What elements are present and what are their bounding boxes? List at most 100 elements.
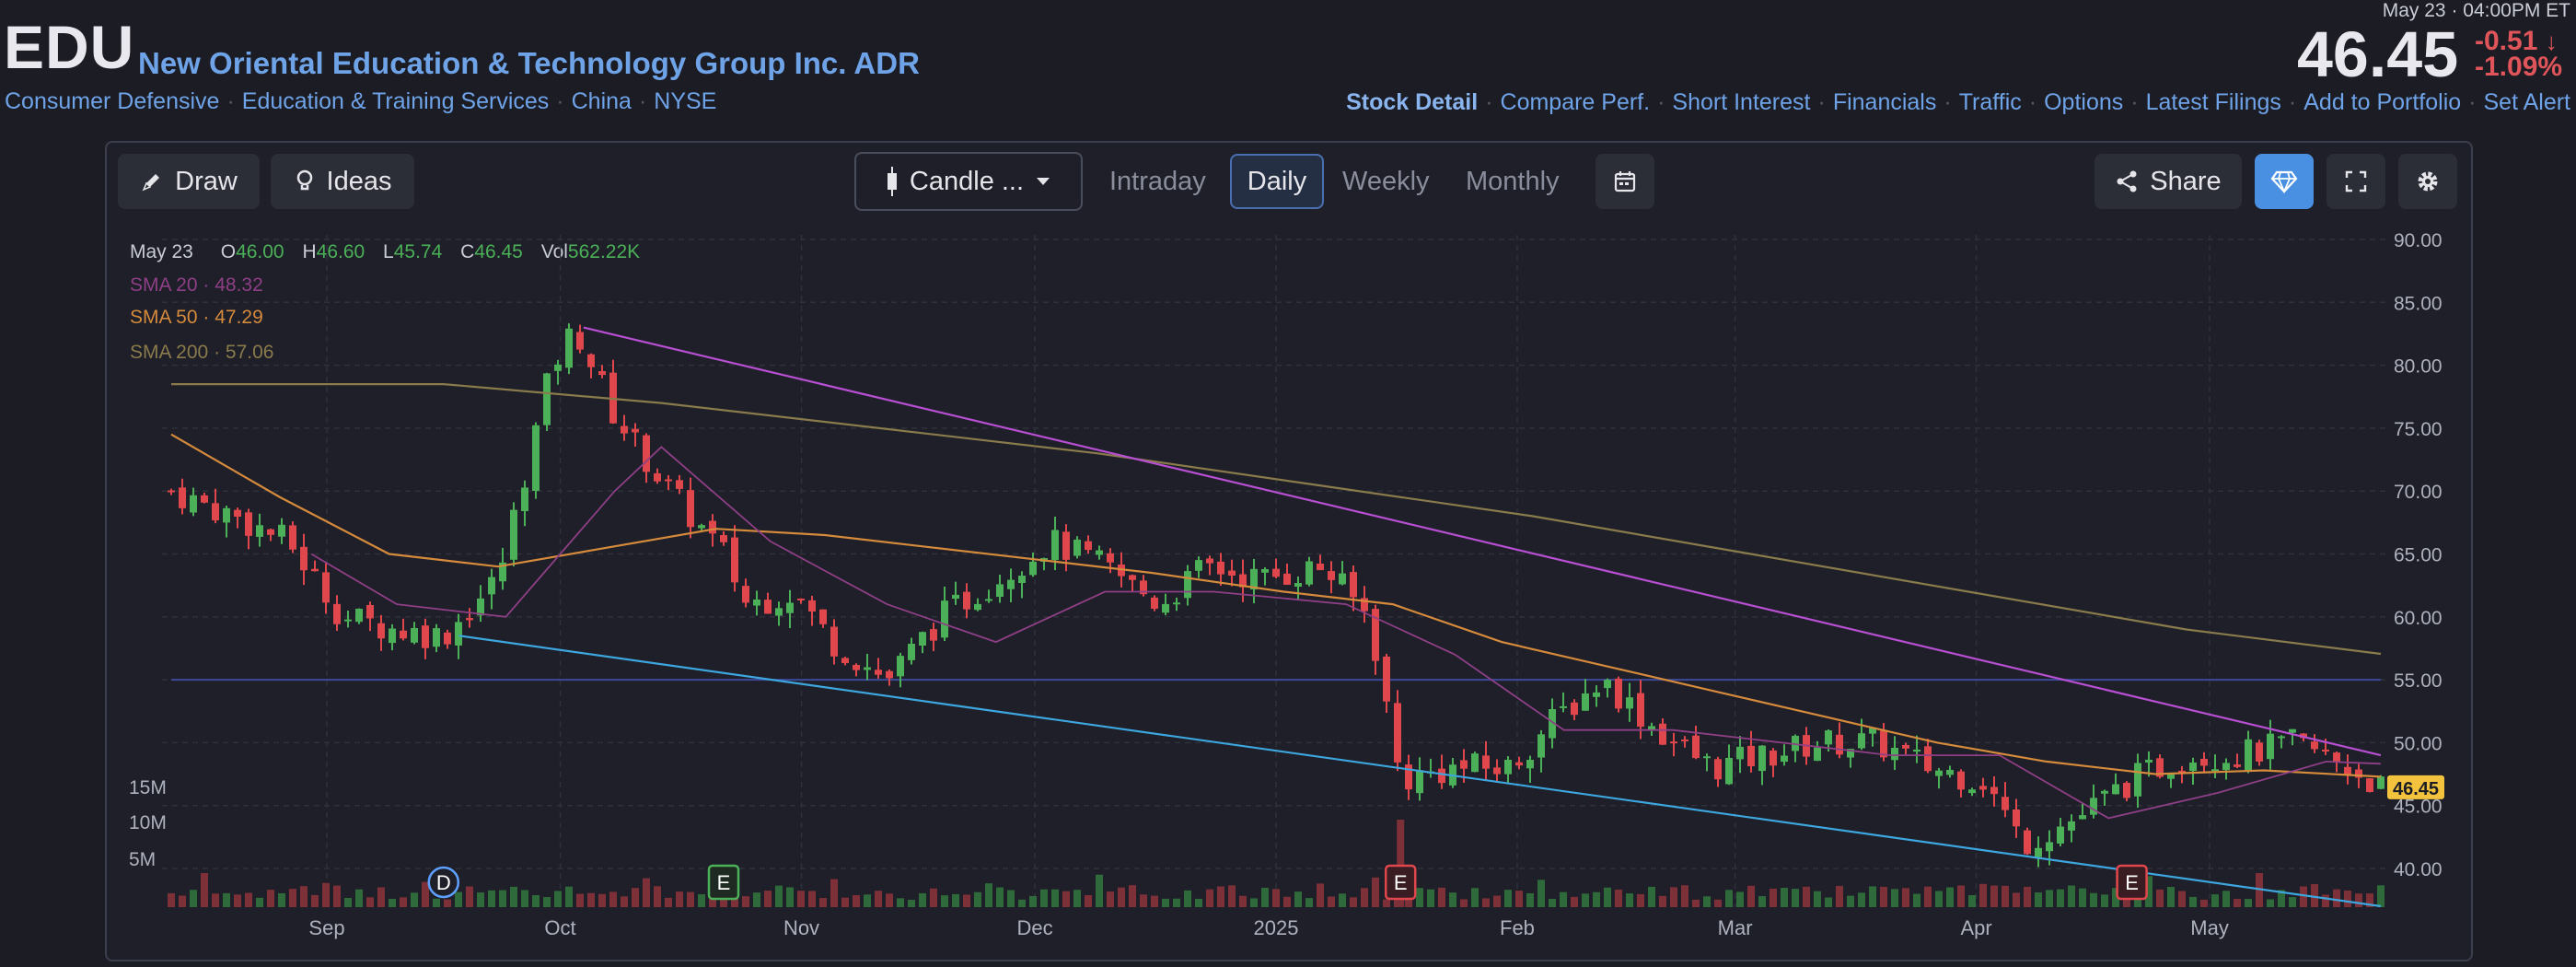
volume-bar (1526, 892, 1534, 907)
chart-type-select[interactable]: Candle ... (854, 152, 1083, 211)
separator-dot: · (226, 88, 235, 114)
volume-bar (1471, 888, 1479, 907)
volume-bar (1858, 892, 1865, 907)
volume-bar (543, 897, 551, 907)
tab-weekly[interactable]: Weekly (1342, 167, 1430, 196)
candle-body (256, 525, 263, 537)
candle-body (1350, 572, 1357, 598)
candle-body (1637, 693, 1644, 728)
candle-body (1129, 575, 1136, 580)
price-change-value: -0.51 (2475, 26, 2538, 56)
volume-bar (1847, 895, 1854, 907)
candle-body (808, 600, 816, 612)
premium-button[interactable] (2255, 154, 2314, 209)
candle-body (1339, 573, 1346, 585)
separator-dot: · (556, 88, 564, 114)
volume-bar (1571, 896, 1578, 907)
candle-body (886, 670, 893, 679)
volume-bar (1725, 890, 1733, 907)
volume-bar (1051, 889, 1059, 907)
volume-bar (2322, 894, 2329, 907)
volume-bar (1692, 899, 1700, 907)
volume-bar (1803, 886, 1810, 907)
nav-set-alert[interactable]: Set Alert (2483, 89, 2571, 115)
candle-body (1770, 750, 1777, 766)
legend-sma200-value: 57.06 (225, 342, 274, 363)
fullscreen-button[interactable] (2327, 154, 2385, 209)
category-industry[interactable]: Education & Training Services (241, 88, 550, 114)
settings-button[interactable] (2398, 154, 2457, 209)
volume-bar (1604, 887, 1611, 907)
volume-bar (1637, 893, 1644, 907)
candle-body (819, 609, 827, 624)
nav-compare-perf[interactable]: Compare Perf. (1500, 89, 1651, 115)
volume-bar (1515, 891, 1523, 907)
category-sector[interactable]: Consumer Defensive (5, 88, 220, 114)
candle-body (311, 568, 319, 572)
legend-high-value: 46.60 (316, 241, 366, 262)
nav-short-interest[interactable]: Short Interest (1672, 89, 1811, 115)
candle-body (300, 546, 307, 571)
nav-traffic[interactable]: Traffic (1958, 89, 2022, 115)
volume-bar (300, 886, 307, 907)
candle-body (698, 525, 705, 529)
volume-bar (1195, 898, 1202, 907)
legend-sma20-value: 48.32 (215, 274, 263, 296)
candle-body (1626, 697, 1633, 709)
draw-button[interactable]: Draw (118, 154, 260, 209)
candle-body (2256, 742, 2263, 762)
earnings-marker (707, 864, 740, 901)
share-button[interactable]: Share (2094, 154, 2242, 209)
volume-bar (2156, 889, 2164, 907)
candle-body (422, 625, 429, 648)
nav-stock-detail[interactable]: Stock Detail (1346, 89, 1479, 115)
candle-body (2289, 728, 2296, 733)
candle-body (1825, 730, 1832, 745)
event-marker-earnings: E (1384, 864, 1417, 901)
nav-financials[interactable]: Financials (1832, 89, 1937, 115)
legend-open-key: O (220, 241, 237, 262)
category-country[interactable]: China (571, 88, 632, 114)
volume-bar (2222, 891, 2230, 907)
ideas-button[interactable]: Ideas (271, 154, 414, 209)
upper-trendline (583, 326, 2382, 757)
candle-body (1317, 563, 1324, 571)
candle-body (1372, 609, 1379, 661)
tab-monthly[interactable]: Monthly (1466, 167, 1560, 196)
candle-body (1604, 680, 1611, 689)
candle-body (466, 618, 473, 621)
candle-body (355, 608, 363, 623)
candle-body (1261, 568, 1269, 573)
volume-tick-label: 10M (129, 812, 167, 833)
candle-body (1394, 703, 1401, 763)
volume-bar (1648, 886, 1655, 907)
candle-body (1493, 767, 1501, 775)
volume-bar (609, 891, 617, 907)
candle-body (2035, 847, 2042, 857)
category-exchange[interactable]: NYSE (654, 88, 717, 114)
nav-latest-filings[interactable]: Latest Filings (2145, 89, 2281, 115)
tab-intraday[interactable]: Intraday (1109, 167, 1206, 196)
volume-bar (1814, 891, 1821, 907)
candle-body (1891, 747, 1898, 761)
company-name[interactable]: New Oriental Education & Technology Grou… (138, 46, 920, 80)
volume-bar (1781, 888, 1788, 907)
candle-body (1858, 733, 1865, 749)
volume-bar (676, 891, 683, 907)
candle-body (775, 608, 783, 616)
candle-body (366, 604, 374, 619)
tab-daily[interactable]: Daily (1230, 154, 1324, 209)
candle-body (2267, 733, 2274, 760)
volume-bar (587, 892, 595, 907)
volume-bar (2002, 885, 2009, 907)
candle-body (1504, 759, 1512, 775)
candle-body (1593, 692, 1600, 697)
nav-add-to-portfolio[interactable]: Add to Portfolio (2303, 89, 2462, 115)
calendar-button[interactable] (1595, 154, 1654, 209)
volume-bar (687, 891, 694, 907)
candle-body (444, 632, 451, 645)
legend-sma50-value: 47.29 (215, 307, 263, 328)
nav-options[interactable]: Options (2044, 89, 2124, 115)
candle-body (554, 364, 562, 371)
